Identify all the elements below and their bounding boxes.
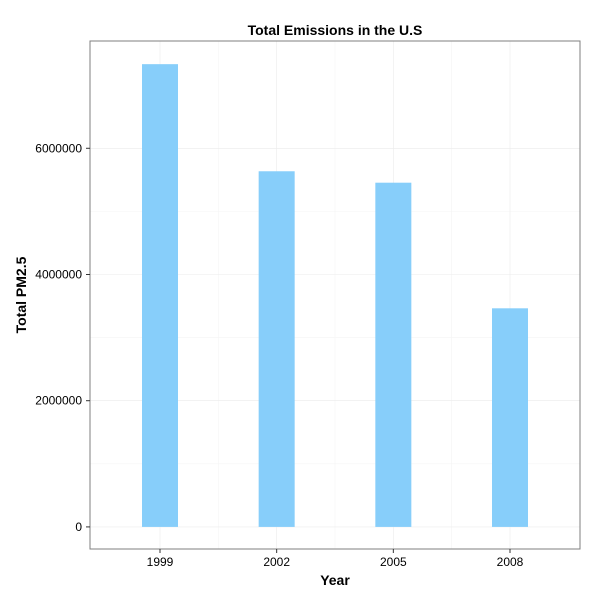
bar-2005: [375, 182, 412, 527]
x-axis-title: Year: [320, 572, 350, 588]
y-axis-title: Total PM2.5: [13, 256, 29, 333]
bar-1999: [142, 64, 178, 527]
x-axis: 1999 2002 2005 2008: [147, 549, 524, 569]
y-tick-label: 4000000: [35, 267, 82, 281]
x-tick-label: 2008: [497, 555, 524, 569]
bar-2008: [492, 308, 528, 527]
bars-group: [142, 64, 528, 527]
bar-2002: [258, 171, 295, 527]
x-tick-label: 1999: [147, 555, 174, 569]
x-tick-label: 2005: [380, 555, 407, 569]
y-tick-label: 2000000: [35, 394, 82, 408]
y-tick-label: 0: [75, 520, 82, 534]
x-tick-label: 2002: [263, 555, 290, 569]
panel-border: [89, 40, 581, 550]
y-tick-label: 6000000: [35, 141, 82, 155]
chart-title: Total Emissions in the U.S: [248, 22, 423, 38]
y-axis: 0 2000000 4000000 6000000: [35, 141, 90, 534]
